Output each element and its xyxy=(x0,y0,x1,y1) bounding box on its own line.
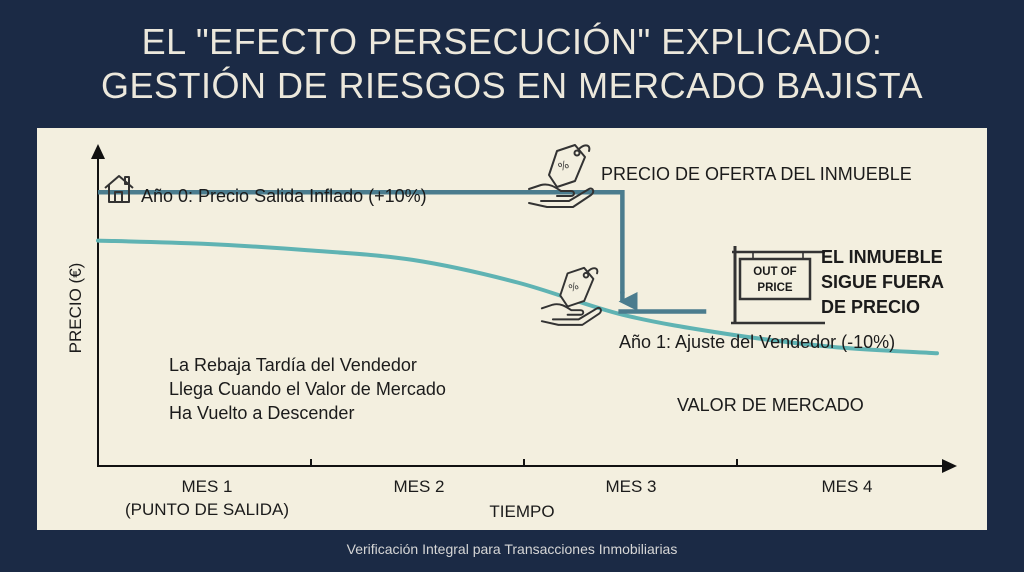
x-tick-label-2: MES 2 xyxy=(393,477,444,496)
chart: PRECIO (€) MES 1 (PUNTO DE SALIDA) MES 2… xyxy=(66,144,957,521)
sign-line-1: OUT OF xyxy=(753,266,796,278)
title-line-1: EL "EFECTO PERSECUCIÓN" EXPLICADO: xyxy=(141,21,883,62)
market-series-label: VALOR DE MERCADO xyxy=(677,395,864,415)
offer-price-line xyxy=(98,190,625,294)
house-icon xyxy=(104,175,134,203)
callout-line-1: EL INMUEBLE xyxy=(821,247,943,267)
offer-series-label: PRECIO DE OFERTA DEL INMUEBLE xyxy=(601,164,912,184)
price-tag-hand-icon: % xyxy=(528,144,595,208)
x-tick-label-4: MES 4 xyxy=(821,477,872,496)
x-tick-sublabel-1: (PUNTO DE SALIDA) xyxy=(125,500,289,519)
adjust-price-label: Año 1: Ajuste del Vendedor (-10%) xyxy=(619,332,895,352)
callout-line-2: SIGUE FUERA xyxy=(821,272,944,292)
out-of-price-callout: EL INMUEBLE SIGUE FUERA DE PRECIO xyxy=(821,247,944,317)
sign-line-2: PRICE xyxy=(757,282,792,294)
x-tick-label-3: MES 3 xyxy=(605,477,656,496)
page-title: EL "EFECTO PERSECUCIÓN" EXPLICADO: GESTI… xyxy=(0,20,1024,108)
title-line-2: GESTIÓN DE RIESGOS EN MERCADO BAJISTA xyxy=(101,65,923,106)
footer-caption: Verificación Integral para Transacciones… xyxy=(346,541,678,557)
note-line-2: Llega Cuando el Valor de Mercado xyxy=(169,379,446,399)
x-axis-label: TIEMPO xyxy=(489,502,554,521)
start-price-label: Año 0: Precio Salida Inflado (+10%) xyxy=(141,186,427,206)
x-tick-labels: MES 1 (PUNTO DE SALIDA) MES 2 MES 3 MES … xyxy=(125,477,873,519)
out-of-price-sign-icon: OUT OF PRICE xyxy=(731,246,825,325)
note-line-3: Ha Vuelto a Descender xyxy=(169,403,354,423)
svg-text:%: % xyxy=(567,281,581,295)
x-ticks xyxy=(310,459,738,466)
y-axis-arrow xyxy=(91,144,105,159)
note-line-1: La Rebaja Tardía del Vendedor xyxy=(169,355,417,375)
y-axis-label: PRECIO (€) xyxy=(66,263,85,354)
x-tick-label-1: MES 1 xyxy=(181,477,232,496)
chase-effect-note: La Rebaja Tardía del Vendedor Llega Cuan… xyxy=(169,355,446,423)
x-axis-arrow xyxy=(942,459,957,473)
price-tag-hand-small-icon: % xyxy=(540,266,602,326)
callout-line-3: DE PRECIO xyxy=(821,297,920,317)
market-value-line xyxy=(96,238,939,356)
chart-panel: PRECIO (€) MES 1 (PUNTO DE SALIDA) MES 2… xyxy=(37,128,987,530)
svg-text:%: % xyxy=(556,158,571,174)
